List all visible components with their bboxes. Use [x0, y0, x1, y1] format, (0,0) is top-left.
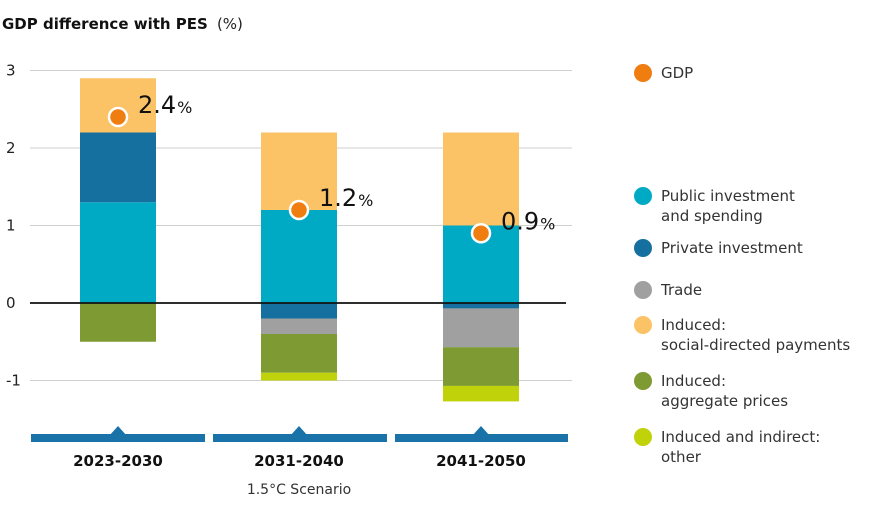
legend-swatch	[634, 64, 652, 82]
gdp-point	[107, 106, 129, 128]
x-axis-band-marker	[109, 426, 127, 436]
bar-segment	[261, 334, 337, 373]
y-tick-label: 0	[6, 294, 16, 312]
bar-segment	[443, 347, 519, 386]
y-tick-label: 1	[6, 217, 16, 235]
legend-label: Public investment and spending	[661, 187, 795, 225]
chart-title-unit: (%)	[217, 15, 243, 33]
bar-segment	[80, 202, 156, 303]
bar-segment	[443, 385, 519, 402]
x-axis-band	[213, 434, 387, 442]
x-axis-band-marker	[472, 426, 490, 436]
legend-label: Induced: aggregate prices	[661, 372, 788, 410]
y-axis-ticks: 3 2 1 0 -1	[6, 62, 21, 390]
legend: GDP Public investment and spending Private …	[634, 64, 850, 466]
gdp-value-label: 1.2%	[319, 184, 373, 212]
bar-segment	[443, 132, 519, 226]
legend-swatch	[634, 372, 652, 390]
gdp-value-label: 0.9%	[501, 207, 555, 235]
gdp-value-label: 2.4%	[138, 91, 192, 119]
scenario-label: 1.5°C Scenario	[247, 482, 351, 498]
x-category-label: 2023-2030	[73, 452, 163, 470]
x-category-label: 2041-2050	[436, 452, 526, 470]
chart-title: GDP difference with PES (%)	[2, 14, 243, 33]
legend-label: Induced: social-directed payments	[661, 316, 850, 354]
x-axis-band	[395, 434, 568, 442]
x-category-label: 2031-2040	[254, 452, 344, 470]
bar-segment	[261, 303, 337, 319]
legend-swatch	[634, 281, 652, 299]
y-tick-label: -1	[6, 372, 21, 390]
bar-segment	[261, 318, 337, 334]
bar-segment	[261, 132, 337, 210]
chart-title-text: GDP difference with PES	[2, 15, 208, 33]
legend-label: GDP	[661, 64, 693, 82]
gdp-markers: 2.4% 1.2% 0.9%	[107, 91, 555, 244]
bar-segment	[261, 372, 337, 381]
bar-segment	[80, 132, 156, 203]
legend-swatch	[634, 428, 652, 446]
bar-segment	[443, 308, 519, 348]
gdp-point	[288, 199, 310, 221]
gdp-point	[470, 223, 492, 244]
legend-label: Private investment	[661, 239, 803, 257]
x-axis: 2023-2030 2031-2040 2041-2050	[31, 426, 568, 470]
legend-label: Induced and indirect: other	[661, 428, 820, 466]
x-axis-band	[31, 434, 205, 442]
legend-label: Trade	[660, 281, 702, 299]
y-tick-label: 2	[6, 139, 16, 157]
legend-swatch	[634, 316, 652, 334]
bar-segment	[443, 303, 519, 309]
y-tick-label: 3	[6, 62, 16, 80]
bars	[80, 78, 519, 402]
bar-segment	[80, 303, 156, 342]
x-axis-band-marker	[290, 426, 308, 436]
legend-swatch	[634, 187, 652, 205]
bar-segment	[261, 210, 337, 303]
legend-swatch	[634, 239, 652, 257]
